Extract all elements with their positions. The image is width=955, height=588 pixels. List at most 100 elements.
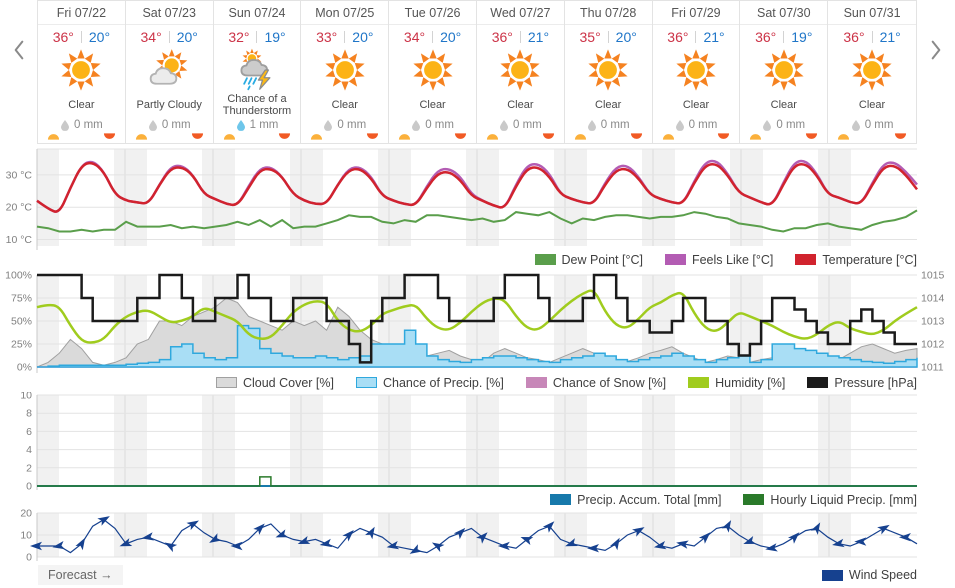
prev-days-button[interactable] (0, 0, 37, 144)
legend-label: Hourly Liquid Precip. [mm] (770, 492, 917, 507)
day-sun-row (126, 132, 213, 140)
day-date: Sat 07/30 (740, 1, 828, 25)
svg-text:8: 8 (26, 408, 32, 420)
precip-amount: 0 mm (513, 118, 542, 131)
condition-label: Clear (770, 98, 797, 111)
day-high-temp: 36° (491, 29, 513, 45)
day-temps: 36° 19° (755, 25, 812, 47)
precipitation-legend: Precip. Accum. Total [mm] Hourly Liquid P… (0, 490, 955, 507)
day-card[interactable]: Fri 07/22 36° 20° Clear 0 mm (38, 1, 126, 143)
legend-item: Temperature [°C] (795, 253, 917, 267)
day-precip: 0 mm (60, 117, 103, 132)
sunset-icon (542, 133, 555, 140)
temp-separator (256, 31, 258, 43)
svg-text:0: 0 (26, 552, 32, 562)
sunrise-icon (486, 133, 499, 140)
day-card[interactable]: Sun 07/31 36° 21° Clear 0 mm (828, 1, 916, 143)
sunrise-icon (398, 133, 411, 140)
day-high-temp: 36° (667, 29, 689, 45)
clear-icon (497, 47, 543, 93)
svg-text:10: 10 (20, 530, 32, 542)
svg-text:10 °C: 10 °C (6, 234, 33, 246)
condition-label: Clear (419, 98, 446, 111)
legend-label: Wind Speed (848, 568, 917, 582)
temperature-chart: 10 °C 20 °C 30 °C (6, 148, 918, 250)
day-low-temp: 20° (615, 29, 637, 45)
series-Hourly Liquid Precip. [mm] (37, 476, 917, 487)
droplet-icon (411, 119, 421, 131)
day-precip: 0 mm (675, 117, 717, 132)
day-precip: 0 mm (411, 117, 454, 132)
temperature-chart-block: 10 °C 20 °C 30 °C Dew Point [°C] Feels Like… (0, 146, 955, 267)
clear-icon (849, 47, 895, 93)
day-sun-row (828, 132, 916, 140)
svg-text:50%: 50% (11, 316, 32, 328)
day-card[interactable]: Sat 07/30 36° 19° Clear 0 mm (740, 1, 829, 143)
day-precip: 0 mm (323, 117, 366, 132)
sunset-icon (103, 133, 116, 140)
clear-icon (58, 47, 104, 93)
droplet-icon (323, 119, 333, 131)
legend-swatch (743, 494, 765, 505)
clear-icon (410, 47, 456, 93)
legend-item: Cloud Cover [%] (215, 375, 334, 390)
svg-text:1012: 1012 (921, 339, 945, 351)
day-card[interactable]: Sat 07/23 34° 20° Partly Cloudy 0 mm (125, 1, 214, 143)
sunset-icon (278, 133, 291, 140)
svg-text:4: 4 (26, 444, 32, 456)
day-sun-row (740, 132, 827, 140)
svg-text:1013: 1013 (921, 316, 945, 328)
day-temps: 33° 20° (316, 25, 373, 47)
wind-chart: 0 10 20 (20, 509, 918, 562)
svg-text:1014: 1014 (921, 293, 945, 305)
temp-separator (871, 31, 873, 43)
day-date: Sat 07/23 (125, 1, 213, 25)
next-days-button[interactable] (917, 0, 955, 144)
day-precip: 0 mm (587, 117, 630, 132)
day-sun-row (389, 132, 476, 140)
day-date: Wed 07/27 (476, 1, 564, 25)
legend-label: Chance of Precip. [%] (382, 375, 504, 390)
sunrise-icon (135, 133, 148, 140)
day-low-temp: 20° (440, 29, 462, 45)
precip-amount: 0 mm (425, 118, 454, 131)
svg-text:20: 20 (20, 509, 32, 520)
day-sun-row (653, 132, 740, 140)
day-high-temp: 36° (52, 29, 74, 45)
legend-item: Precip. Accum. Total [mm] (550, 493, 721, 507)
sunrise-icon (662, 133, 675, 140)
wind-chart-block: 0 10 20 Forecast → Wind Speed (0, 509, 955, 587)
day-precip: 0 mm (499, 117, 542, 132)
temp-separator (783, 31, 785, 43)
svg-text:6: 6 (26, 426, 32, 438)
day-low-temp: 21° (879, 29, 901, 45)
day-card[interactable]: Tue 07/26 34° 20° Clear 0 mm (389, 1, 477, 143)
day-card[interactable]: Mon 07/25 33° 20° Clear 0 mm (301, 1, 390, 143)
day-low-temp: 20° (88, 29, 111, 45)
legend-swatch (215, 377, 237, 388)
day-card[interactable]: Wed 07/27 36° 21° Clear 0 mm (476, 1, 565, 143)
legend-item: Pressure [hPa] (807, 376, 917, 390)
legend-item: Chance of Snow [%] (525, 376, 666, 390)
legend-item: Dew Point [°C] (534, 253, 643, 267)
droplet-icon (60, 119, 70, 131)
day-high-temp: 36° (755, 29, 777, 45)
atmosphere-legend: Cloud Cover [%] Chance of Precip. [%] Chan… (0, 373, 955, 390)
svg-text:2: 2 (26, 462, 32, 474)
day-card[interactable]: Fri 07/29 36° 21° Clear 0 mm (652, 1, 741, 143)
series-Humidity [%] (36, 289, 918, 344)
day-high-temp: 35° (579, 29, 601, 45)
day-card[interactable]: Thu 07/28 35° 20° Clear 0 mm (564, 1, 653, 143)
legend-swatch (807, 377, 829, 388)
droplet-icon (148, 119, 158, 131)
chart-footer: Forecast → Wind Speed (0, 563, 955, 587)
sunset-icon (191, 133, 204, 140)
day-temps: 36° 21° (667, 25, 724, 47)
sunrise-icon (837, 133, 850, 140)
clear-icon (673, 47, 719, 93)
day-card[interactable]: Sun 07/24 32° 19° Chance of a Thundersto… (213, 1, 302, 143)
legend-label: Cloud Cover [%] (242, 375, 334, 390)
tstorm-icon (234, 47, 280, 93)
temp-separator (695, 31, 697, 43)
